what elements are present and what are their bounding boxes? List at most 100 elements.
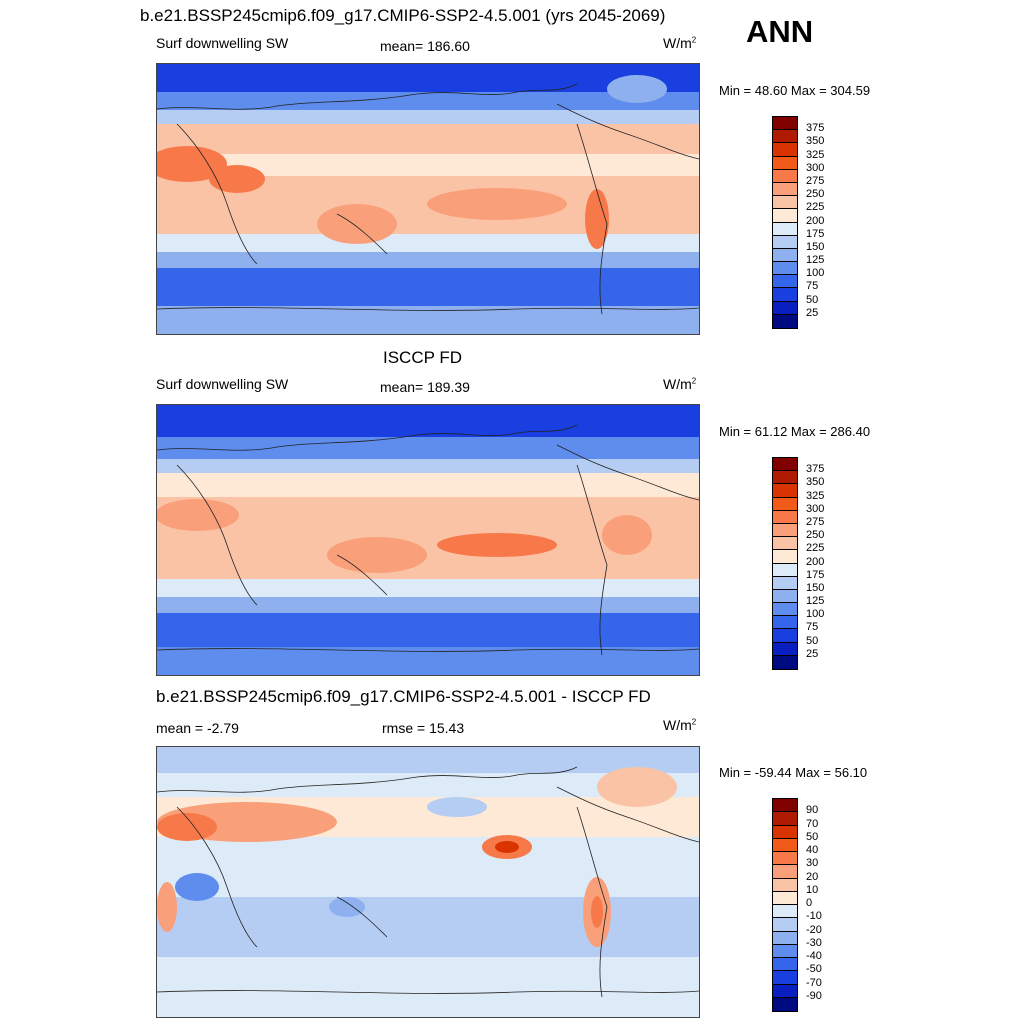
colorbar-swatch xyxy=(773,825,797,839)
panel-2-mean-label: mean= 189.39 xyxy=(380,379,470,395)
season-label: ANN xyxy=(746,14,814,49)
colorbar-swatch xyxy=(773,563,797,577)
colorbar-label: 325 xyxy=(806,489,825,502)
colorbar-swatch xyxy=(773,655,797,669)
panel-1-variable-label: Surf downwelling SW xyxy=(156,35,289,51)
colorbar-swatch xyxy=(773,209,797,223)
colorbar-label: 225 xyxy=(806,201,825,214)
colorbar-label: 150 xyxy=(806,240,825,253)
colorbar-label: 250 xyxy=(806,529,825,542)
panel-2-heading: ISCCP FD xyxy=(383,348,463,367)
colorbar-swatch xyxy=(773,182,797,197)
colorbar-swatch xyxy=(773,603,797,617)
panel-1-mean-label: mean= 186.60 xyxy=(380,38,470,54)
colorbar-label: 70 xyxy=(806,817,819,830)
colorbar-swatch xyxy=(773,262,797,276)
colorbar-swatch xyxy=(773,958,797,972)
colorbar-label: 300 xyxy=(806,502,825,515)
colorbar-label: 25 xyxy=(806,306,819,319)
colorbar-label: 100 xyxy=(806,608,825,621)
colorbar-label: 200 xyxy=(806,555,825,568)
colorbar-label: 25 xyxy=(806,647,819,660)
colorbar-label: -10 xyxy=(806,910,822,923)
colorbar-swatch xyxy=(773,918,797,932)
panel-3-heading: b.e21.BSSP245cmip6.f09_g17.CMIP6-SSP2-4.… xyxy=(156,687,651,706)
colorbar-swatch xyxy=(773,222,797,236)
panel-2-units: W/m2 xyxy=(663,376,697,392)
colorbar-label: 10 xyxy=(806,883,819,896)
colorbar-label: 375 xyxy=(806,463,825,476)
colorbar-swatch xyxy=(773,576,797,590)
colorbar-label: 50 xyxy=(806,830,819,843)
colorbar-label: 325 xyxy=(806,148,825,161)
colorbar-swatch xyxy=(773,550,797,564)
panel-2-map-field xyxy=(157,405,699,675)
colorbar-swatch xyxy=(773,130,797,144)
panel-3-rmse-label: rmse = 15.43 xyxy=(382,720,465,736)
panel-3-map-field xyxy=(157,747,699,1017)
colorbar-label: -30 xyxy=(806,936,822,949)
colorbar-label: 90 xyxy=(806,804,819,817)
colorbar-label: 225 xyxy=(806,542,825,555)
colorbar-swatch xyxy=(773,616,797,630)
colorbar-swatch xyxy=(773,852,797,866)
colorbar-swatch xyxy=(773,971,797,985)
colorbar-label: 150 xyxy=(806,581,825,594)
colorbar-label: 50 xyxy=(806,293,819,306)
colorbar-swatch xyxy=(773,944,797,958)
colorbar-label: -70 xyxy=(806,976,822,989)
colorbar-swatch xyxy=(773,997,797,1011)
colorbar-swatch xyxy=(773,471,797,485)
colorbar-swatch xyxy=(773,812,797,826)
colorbar-label: -90 xyxy=(806,989,822,1002)
colorbar-label: 275 xyxy=(806,174,825,187)
panel-2-minmax: Min = 61.12 Max = 286.40 xyxy=(719,424,871,439)
colorbar-label: 375 xyxy=(806,122,825,135)
colorbar-swatch xyxy=(773,537,797,551)
colorbar-swatch xyxy=(773,143,797,157)
main-title: b.e21.BSSP245cmip6.f09_g17.CMIP6-SSP2-4.… xyxy=(140,6,666,25)
colorbar-label: 250 xyxy=(806,188,825,201)
colorbar-swatch xyxy=(773,235,797,249)
panel-2-variable-label: Surf downwelling SW xyxy=(156,376,289,392)
colorbar-swatch xyxy=(773,196,797,210)
panel-1-units: W/m2 xyxy=(663,35,697,51)
colorbar-label: 350 xyxy=(806,135,825,148)
colorbar-swatch xyxy=(773,891,797,905)
colorbar-label: 300 xyxy=(806,161,825,174)
panel-2-colorbar xyxy=(772,457,798,670)
colorbar-swatch xyxy=(773,458,797,472)
colorbar-swatch xyxy=(773,156,797,170)
colorbar-swatch xyxy=(773,629,797,643)
colorbar-label: -50 xyxy=(806,963,822,976)
panel-3-minmax: Min = -59.44 Max = 56.10 xyxy=(719,765,868,780)
colorbar-swatch xyxy=(773,984,797,998)
panel-1-map-field xyxy=(157,64,699,334)
colorbar-swatch xyxy=(773,484,797,498)
panel-1-minmax: Min = 48.60 Max = 304.59 xyxy=(719,83,871,98)
colorbar-label: 50 xyxy=(806,634,819,647)
colorbar-label: -20 xyxy=(806,923,822,936)
colorbar-label: 40 xyxy=(806,844,819,856)
colorbar-swatch xyxy=(773,931,797,945)
colorbar-label: 125 xyxy=(806,595,825,608)
colorbar-swatch xyxy=(773,905,797,919)
colorbar-swatch xyxy=(773,288,797,302)
colorbar-swatch xyxy=(773,497,797,511)
panel-1-colorbar xyxy=(772,116,798,329)
colorbar-swatch xyxy=(773,865,797,879)
panel-3-map xyxy=(156,746,700,1018)
colorbar-swatch xyxy=(773,589,797,604)
colorbar-swatch xyxy=(773,510,797,524)
colorbar-label: -40 xyxy=(806,950,822,962)
colorbar-label: 175 xyxy=(806,568,825,581)
colorbar-label: 20 xyxy=(806,870,819,883)
colorbar-swatch xyxy=(773,314,797,328)
colorbar-label: 0 xyxy=(806,897,813,909)
panel-1-map xyxy=(156,63,700,335)
colorbar-swatch xyxy=(773,642,797,656)
colorbar-label: 350 xyxy=(806,476,825,489)
colorbar-label: 175 xyxy=(806,227,825,240)
colorbar-swatch xyxy=(773,169,797,183)
colorbar-label: 100 xyxy=(806,267,825,280)
